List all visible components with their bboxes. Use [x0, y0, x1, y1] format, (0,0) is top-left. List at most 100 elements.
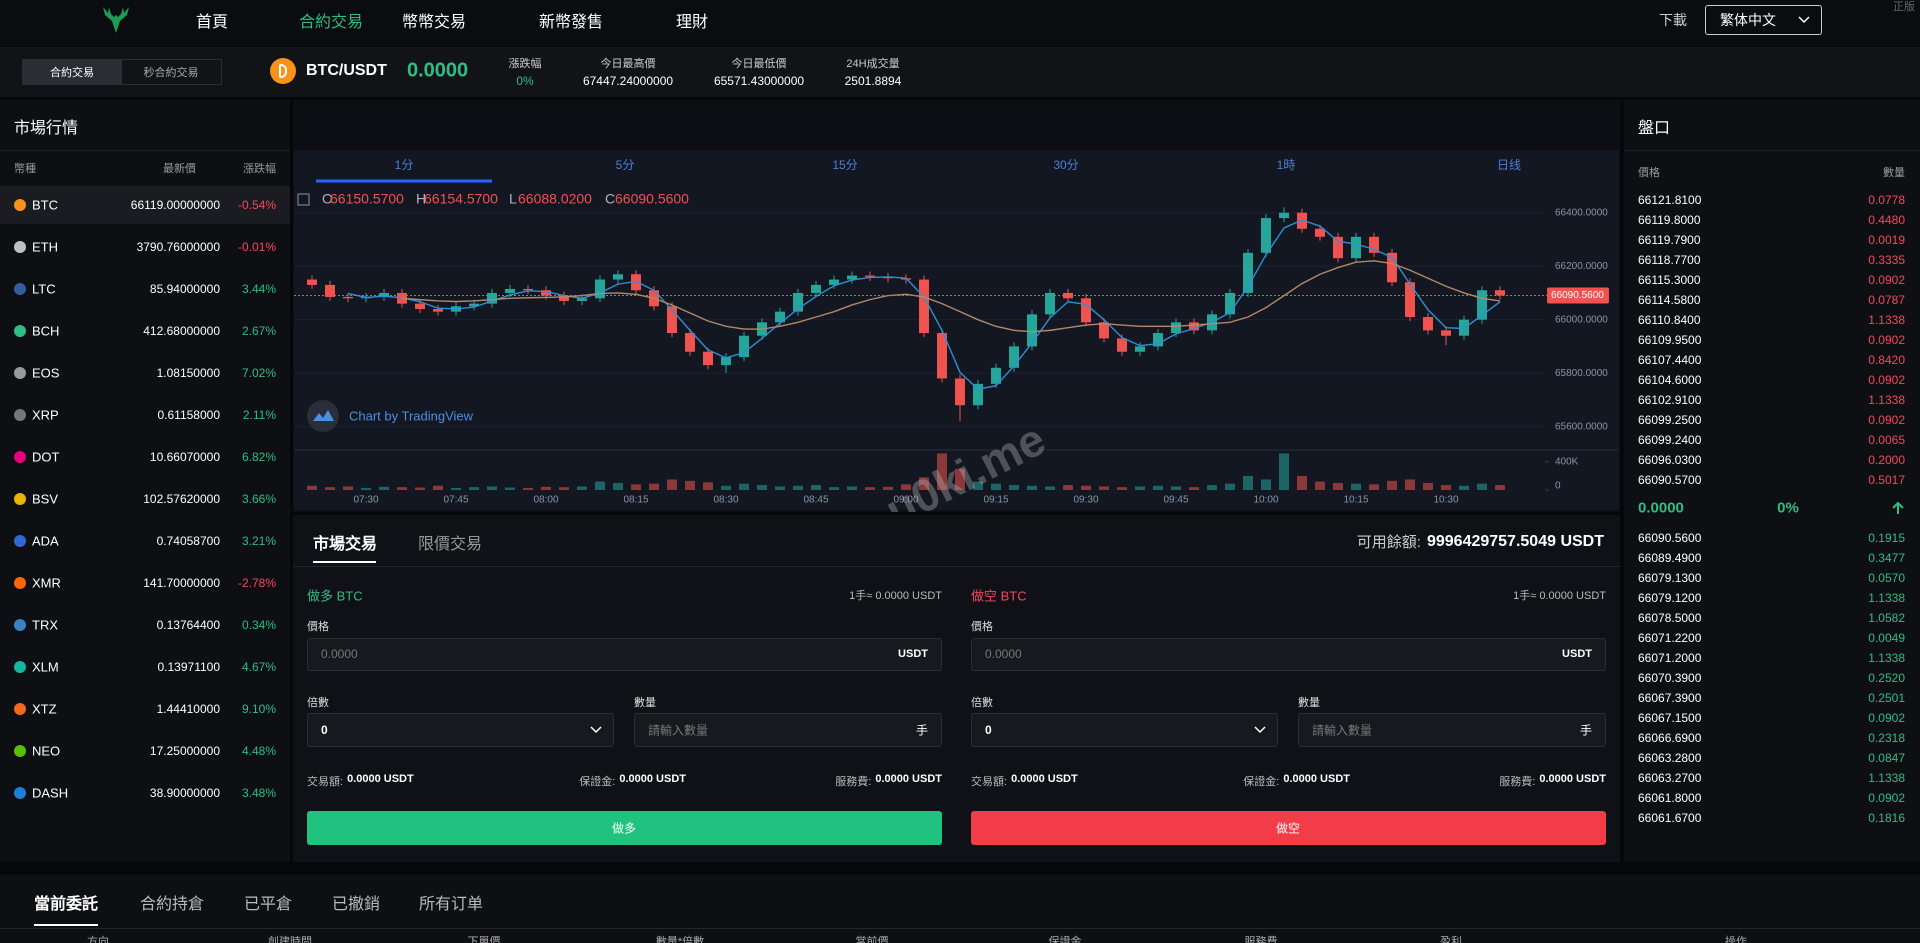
fee-value: 0.0000 USDT — [875, 773, 942, 785]
interval-tab[interactable]: 日线 — [1497, 158, 1521, 172]
nav-item[interactable]: 幣幣交易 — [401, 14, 467, 31]
volume-bar — [1261, 479, 1271, 490]
candle-body — [991, 367, 1001, 384]
interval-tab[interactable]: 1時 — [1277, 158, 1296, 172]
qty-input[interactable] — [1298, 713, 1606, 747]
coin-icon — [14, 367, 26, 379]
interval-tab[interactable]: 15分 — [832, 158, 857, 172]
coin-name[interactable]: TRX — [32, 617, 58, 633]
fee-value: 0.0000 USDT — [1539, 773, 1606, 785]
coin-name[interactable]: XLM — [32, 659, 59, 675]
order-button[interactable]: 做空 — [971, 811, 1606, 845]
stat-label: 漲跌幅 — [508, 58, 542, 70]
coin-change: 4.67% — [241, 660, 276, 674]
coin-name[interactable]: XRP — [32, 407, 59, 423]
coin-name[interactable]: BCH — [32, 323, 60, 339]
price-input[interactable] — [971, 638, 1606, 671]
download-link[interactable]: 下載 — [1659, 12, 1687, 28]
balance: 可用餘額: 9996429757.5049 USDT — [1357, 531, 1604, 552]
coin-name[interactable]: EOS — [32, 365, 60, 381]
ask-price: 66090.5700 — [1638, 473, 1702, 487]
coin-name[interactable]: BSV — [32, 491, 59, 507]
leverage-select[interactable] — [307, 713, 614, 747]
coin-name[interactable]: NEO — [32, 743, 61, 759]
ask-qty: 0.0065 — [1868, 433, 1905, 447]
bid-qty: 0.0049 — [1868, 631, 1905, 645]
coin-name[interactable]: XTZ — [32, 701, 57, 717]
orders-tab[interactable]: 合約持倉 — [140, 896, 205, 913]
coin-change: -0.01% — [237, 240, 276, 254]
coin-name[interactable]: DOT — [32, 449, 60, 465]
volume-bar — [847, 486, 857, 490]
ticker-tab[interactable]: 秒合約交易 — [143, 67, 199, 79]
interval-tab[interactable]: 1分 — [395, 158, 414, 172]
chevron — [1798, 16, 1810, 24]
orders-tab[interactable]: 已撤銷 — [332, 896, 381, 913]
candle-body — [1351, 236, 1361, 259]
candle-body — [1261, 218, 1271, 253]
coin-change: 3.66% — [241, 492, 276, 506]
volume-bar — [1117, 487, 1127, 490]
y-tick-label: 65600.0000 — [1555, 421, 1608, 432]
candle-body — [739, 335, 749, 358]
candle-body — [1045, 292, 1055, 315]
side-title: 做多 BTC — [307, 588, 363, 604]
volume-bar — [1297, 475, 1307, 490]
ask-qty: 0.0778 — [1868, 193, 1905, 207]
coin-price: 412.68000000 — [143, 324, 220, 338]
ohlc-value: 66090.5600 — [615, 191, 689, 207]
volume-bar — [343, 486, 353, 490]
language-select[interactable]: 繁体中文 — [1705, 5, 1822, 35]
price-input[interactable] — [307, 638, 942, 671]
last-price-tag — [1547, 287, 1609, 304]
nav-item[interactable]: 合約交易 — [298, 14, 364, 31]
candle-body — [703, 351, 713, 366]
leverage-select[interactable] — [971, 713, 1278, 747]
volume-bar — [757, 485, 767, 490]
volume-bar — [433, 485, 443, 490]
x-tick-label: 09:30 — [1073, 495, 1098, 506]
ohlc-key: L — [509, 191, 517, 207]
volume-bar — [1189, 487, 1199, 490]
orders-tab[interactable]: 當前委託 — [34, 896, 99, 913]
x-tick-label: 09:45 — [1163, 495, 1188, 506]
interval-tab[interactable]: 30分 — [1053, 158, 1078, 172]
trade-tab[interactable]: 市場交易 — [313, 536, 378, 553]
volume-bar — [955, 468, 965, 490]
trade-tab[interactable]: 限價交易 — [418, 536, 483, 553]
logo[interactable] — [100, 3, 132, 35]
coin-change: 7.02% — [241, 366, 276, 380]
stat-value: 65571.43000000 — [713, 74, 805, 88]
coin-name[interactable]: DASH — [32, 785, 69, 801]
ask-qty: 0.0902 — [1868, 373, 1905, 387]
nav-item[interactable]: 理財 — [675, 14, 709, 31]
volume-bar — [451, 487, 461, 490]
coin-name[interactable]: ETH — [32, 239, 58, 255]
coin-name[interactable]: XMR — [32, 575, 61, 591]
order-button[interactable]: 做多 — [307, 811, 942, 845]
coin-icon — [14, 703, 26, 715]
qty-input[interactable] — [634, 713, 942, 747]
attribution[interactable]: Chart by TradingView — [349, 408, 474, 423]
nav-item[interactable]: 首頁 — [195, 14, 229, 31]
market-panel — [0, 100, 290, 862]
coin-name[interactable]: ADA — [32, 533, 59, 549]
coin-name[interactable]: LTC — [32, 281, 56, 297]
orders-tab[interactable]: 已平倉 — [244, 896, 293, 913]
candle-body — [559, 295, 569, 301]
bid-qty: 0.2318 — [1868, 731, 1905, 745]
volume-bar — [1279, 453, 1289, 490]
volume-bar — [613, 482, 623, 490]
orders-tab[interactable]: 所有订单 — [419, 896, 484, 913]
candle-body — [523, 288, 533, 291]
fee-value: 0.0000 USDT — [619, 773, 686, 785]
coin-name[interactable]: BTC — [32, 197, 58, 213]
candle-body — [847, 275, 857, 280]
ask-qty: 0.0019 — [1868, 233, 1905, 247]
nav-item[interactable]: 新幣發售 — [538, 14, 604, 31]
interval-tab[interactable]: 5分 — [616, 158, 635, 172]
volume-bar — [1045, 486, 1055, 490]
candle-body — [1099, 322, 1109, 339]
ticker-tab[interactable]: 合約交易 — [50, 67, 94, 79]
fee-label: 保證金: — [1243, 776, 1280, 788]
